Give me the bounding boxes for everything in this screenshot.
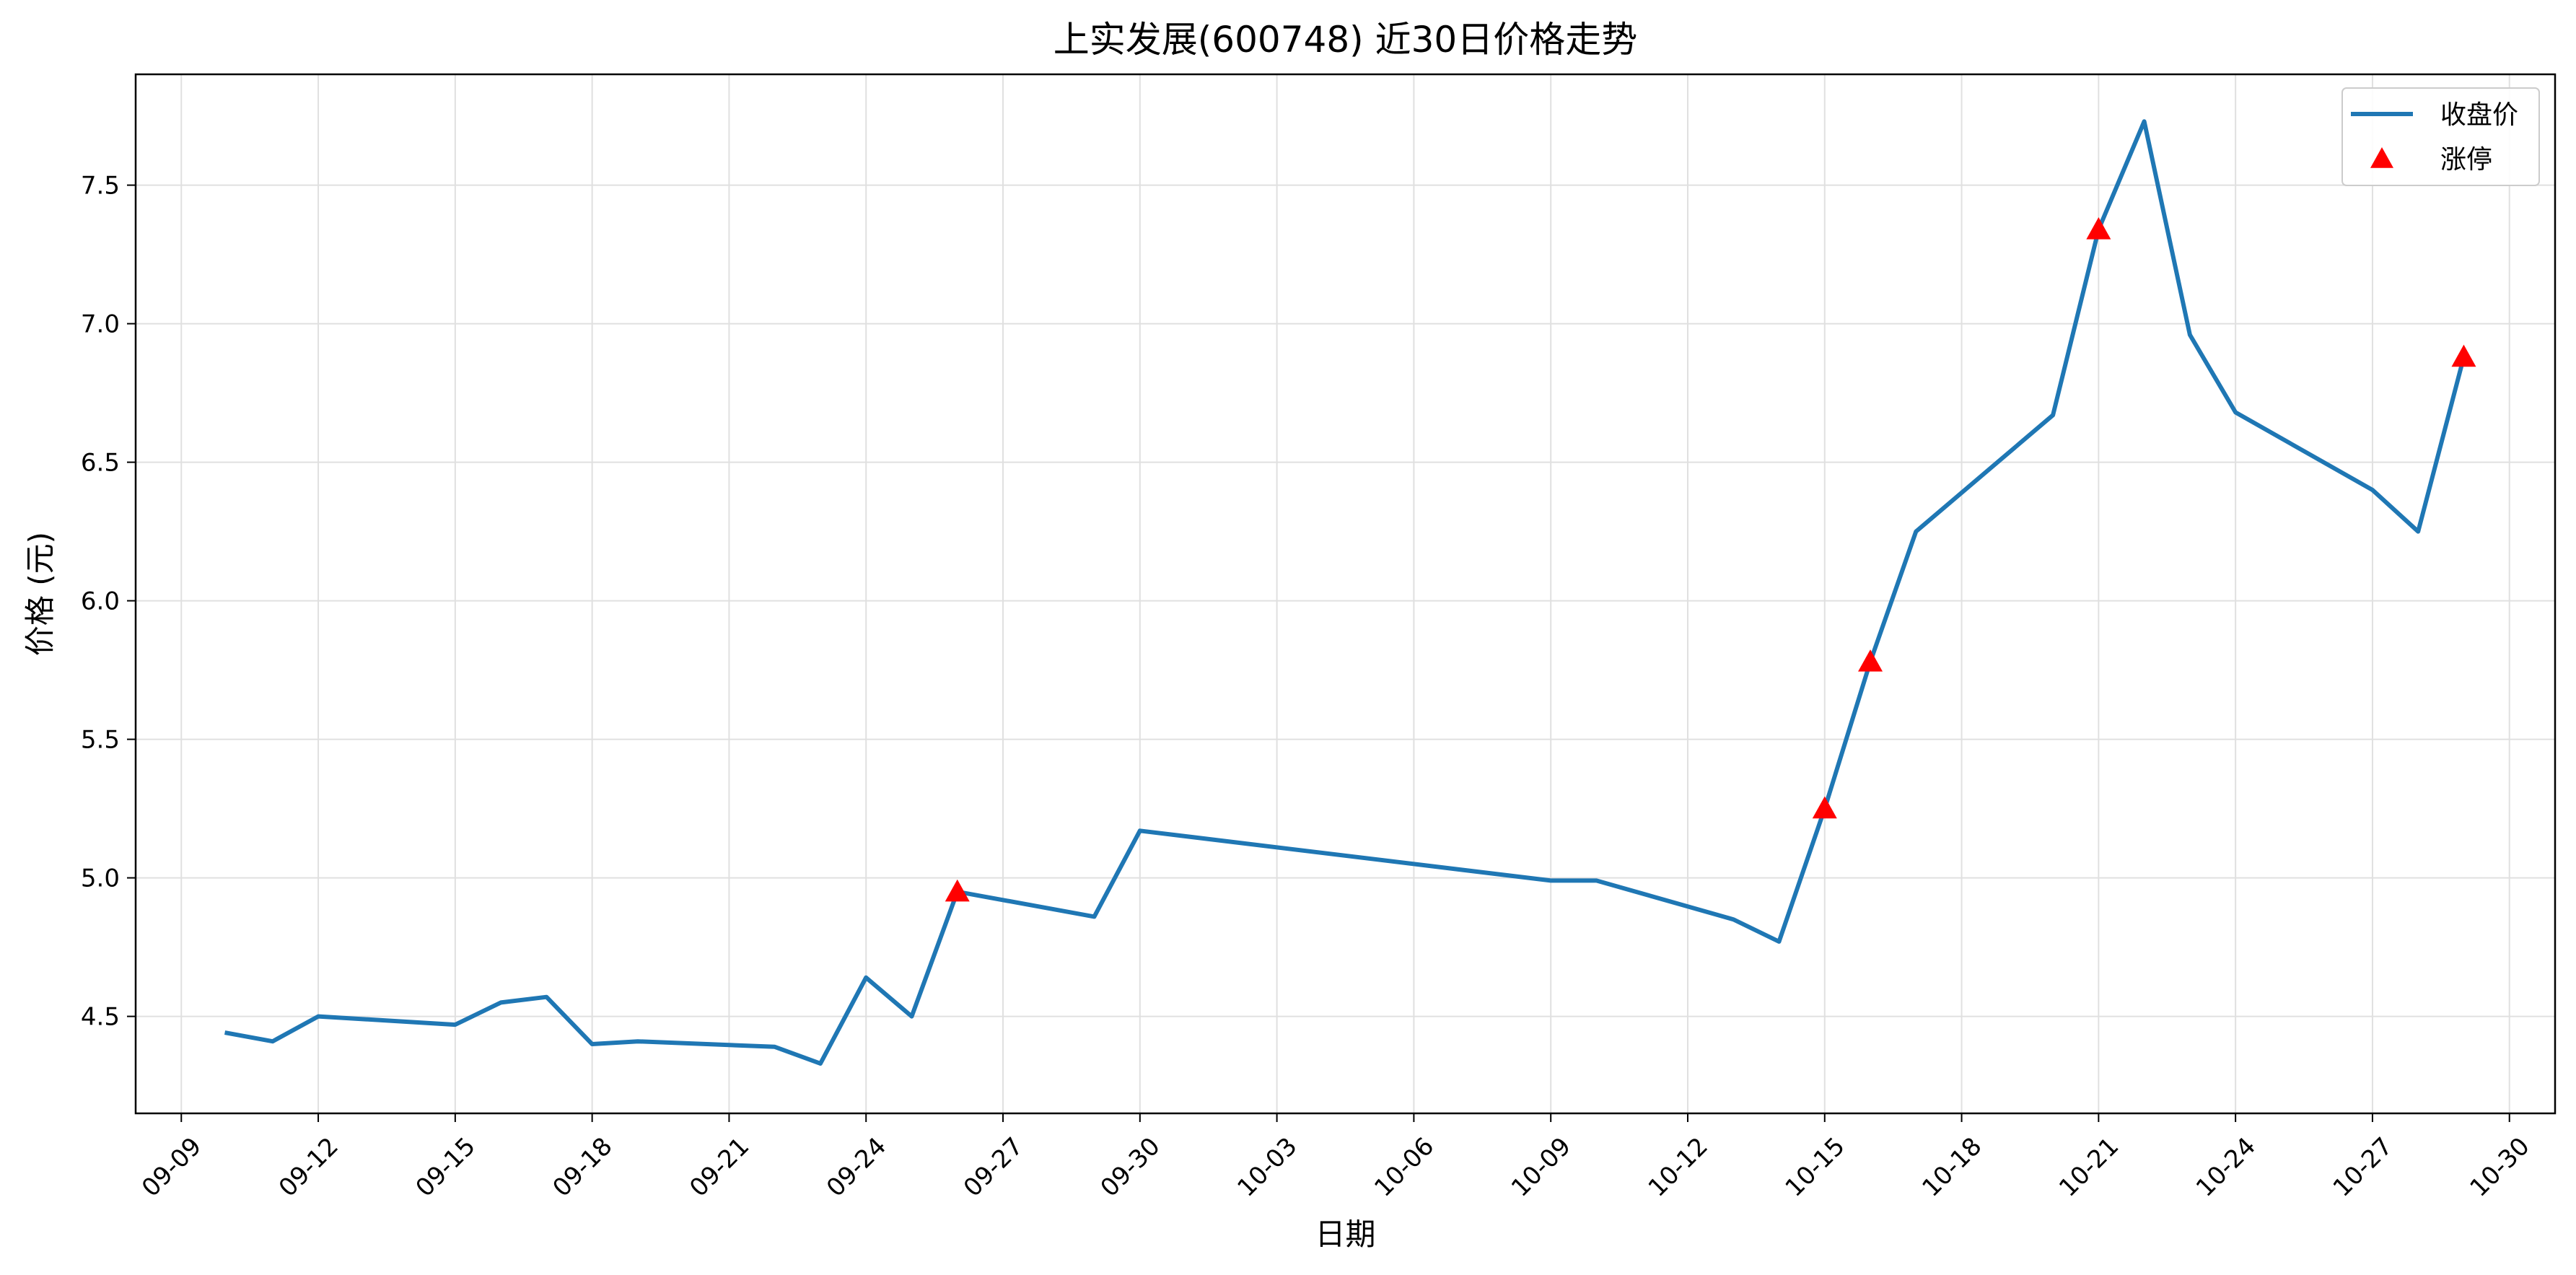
- x-tick-label: 10-06: [1369, 1132, 1440, 1203]
- limit-up-marker: [945, 879, 970, 902]
- x-tick-label: 10-12: [1643, 1132, 1714, 1203]
- y-axis-ticks: 4.5 5.0 5.5 6.0 6.5 7.0 7.5: [81, 172, 136, 1032]
- x-tick-label: 09-09: [136, 1132, 207, 1203]
- x-tick-label: 10-09: [1506, 1132, 1577, 1203]
- limit-up-marker: [2086, 217, 2111, 240]
- legend-label: 收盘价: [2440, 100, 2518, 130]
- x-axis-label: 日期: [1315, 1217, 1375, 1252]
- x-tick-label: 10-24: [2191, 1132, 2261, 1203]
- x-tick-label: 09-27: [958, 1132, 1029, 1203]
- x-tick-label: 10-18: [1916, 1132, 1987, 1203]
- x-tick-label: 10-03: [1232, 1132, 1302, 1203]
- x-tick-label: 09-18: [547, 1132, 618, 1203]
- limit-up-markers: [945, 217, 2476, 902]
- x-tick-label: 09-21: [684, 1132, 755, 1203]
- y-tick-label: 6.0: [81, 587, 120, 616]
- y-tick-label: 5.0: [81, 864, 120, 893]
- plot-area: [136, 74, 2555, 1113]
- x-tick-label: 09-15: [411, 1132, 481, 1203]
- limit-up-marker: [1812, 796, 1837, 819]
- x-tick-label: 10-15: [1780, 1132, 1851, 1203]
- chart-title: 上实发展(600748) 近30日价格走势: [1053, 19, 1637, 61]
- x-tick-label: 10-27: [2328, 1132, 2398, 1203]
- x-tick-label: 10-21: [2054, 1132, 2124, 1203]
- limit-up-marker: [2451, 344, 2476, 367]
- y-tick-label: 5.5: [81, 726, 120, 755]
- y-tick-label: 4.5: [81, 1003, 120, 1032]
- y-axis-label: 价格 (元): [22, 532, 58, 656]
- series-line-close-price: [224, 119, 2467, 1066]
- legend-marker-swatch: [2370, 147, 2393, 168]
- y-tick-label: 6.5: [81, 449, 120, 478]
- axes-frame: [134, 73, 2557, 1115]
- legend-label: 涨停: [2440, 145, 2492, 175]
- x-tick-label: 09-30: [1095, 1132, 1166, 1203]
- y-tick-label: 7.0: [81, 310, 120, 339]
- x-tick-label: 09-24: [821, 1132, 892, 1203]
- x-axis-ticks: 09-09 09-12 09-15 09-18 09-21 09-24 09-27 09-30…: [136, 1113, 2536, 1203]
- x-tick-label: 09-12: [273, 1132, 344, 1203]
- grid-lines: [136, 74, 2555, 1113]
- limit-up-marker: [1858, 649, 1883, 672]
- x-tick-label: 10-30: [2464, 1132, 2535, 1203]
- y-tick-label: 7.5: [81, 172, 120, 201]
